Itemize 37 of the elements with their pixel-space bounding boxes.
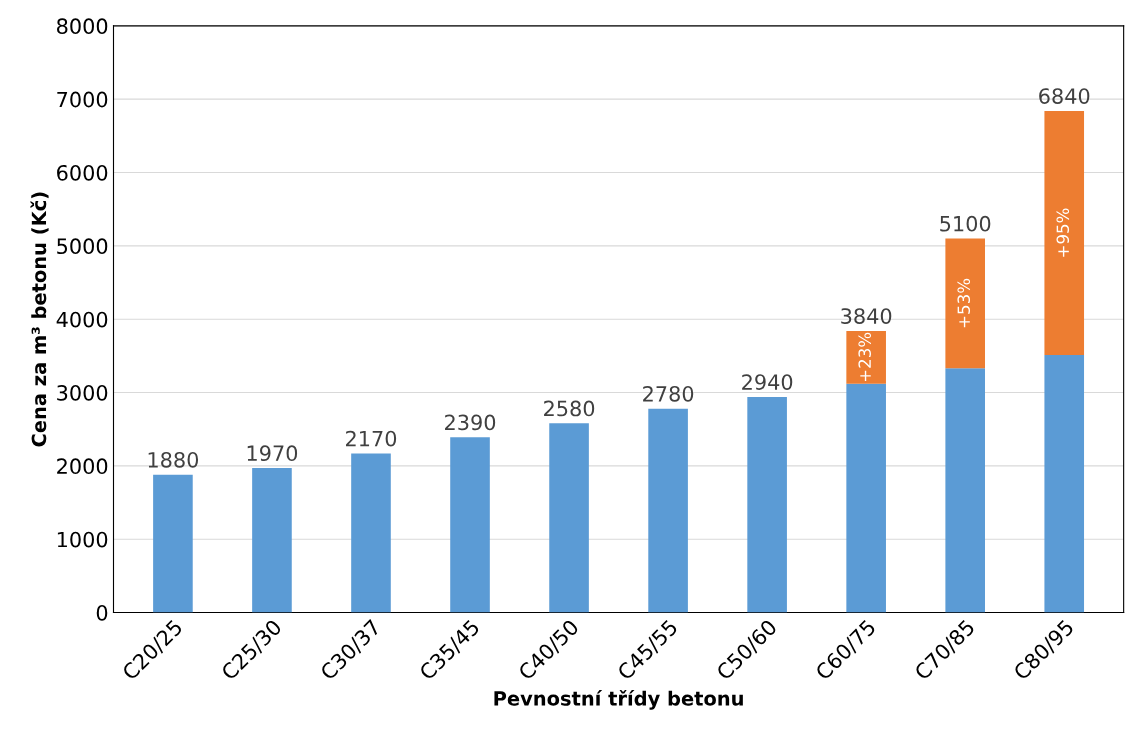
y-tick-label: 5000 (57, 238, 108, 255)
bar (747, 396, 787, 613)
total-label: 2940 (742, 374, 793, 390)
total-label: 5100 (940, 215, 991, 232)
annotation: +23% (858, 332, 871, 382)
bar (648, 408, 688, 613)
annotation: +95% (1056, 208, 1070, 257)
total-label: 2780 (643, 385, 694, 402)
y-tick-label: 8000 (57, 18, 108, 35)
total-label: 2390 (445, 414, 496, 431)
y-tick-label: 2000 (57, 458, 108, 475)
bar (945, 238, 985, 369)
total-label: 2580 (544, 400, 595, 417)
bar (549, 423, 589, 613)
bar (351, 453, 391, 613)
x-axis-title: Pevnostní třídy betonu (494, 689, 743, 710)
bar (450, 437, 490, 613)
bar (1044, 110, 1085, 356)
bar (252, 468, 292, 613)
y-tick-label: 3000 (57, 384, 108, 401)
annotation: +53% (957, 278, 971, 328)
bar (153, 474, 193, 613)
y-axis-title: Cena za m³ betonu (Kč) (30, 192, 49, 447)
bar (1044, 355, 1085, 613)
bar (846, 330, 886, 384)
y-tick-label: 4000 (56, 311, 108, 328)
y-tick-label: 1000 (57, 531, 108, 548)
total-label: 1880 (148, 451, 199, 468)
total-label: 1970 (247, 445, 298, 462)
total-label: 3840 (841, 308, 892, 324)
bar (945, 368, 985, 613)
y-tick-label: 6000 (57, 164, 108, 181)
y-tick-label: 0 (96, 604, 108, 621)
total-label: 2170 (346, 430, 397, 447)
bar (846, 383, 886, 613)
y-tick-label: 7000 (57, 91, 108, 108)
total-label: 6840 (1039, 88, 1090, 104)
